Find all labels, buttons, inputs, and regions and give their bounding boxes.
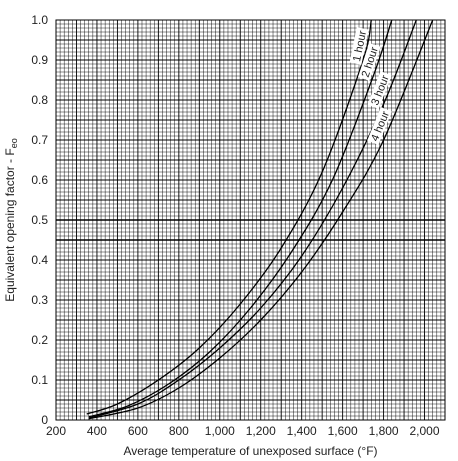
x-tick-label: 2,000 (410, 424, 440, 438)
y-tick-label: 0.1 (31, 373, 48, 387)
series-label-background (349, 27, 369, 65)
series-label-background (367, 107, 392, 145)
series-line-1-hour (86, 19, 372, 415)
y-tick-label: 0.4 (31, 253, 48, 267)
y-tick-label: 0.3 (31, 293, 48, 307)
y-tick-label: 0.2 (31, 333, 48, 347)
y-tick-label: 0 (41, 413, 48, 427)
series-label-background (357, 42, 381, 81)
x-tick-label: 1,000 (205, 424, 235, 438)
y-axis-label: Equivalent opening factor - Feo (3, 138, 19, 301)
x-tick-label: 400 (87, 424, 107, 438)
y-axis-label-subscript: eo (9, 138, 19, 148)
series-label-background (367, 71, 392, 109)
series-line-4-hour (88, 19, 434, 420)
plot-area-frame (55, 19, 446, 421)
y-tick-label: 0.8 (31, 93, 48, 107)
y-axis-label-main: Equivalent opening factor - F (3, 148, 17, 301)
x-tick-label: 1,400 (287, 424, 317, 438)
x-tick-label: 1,600 (328, 424, 358, 438)
x-tick-label: 200 (46, 424, 66, 438)
x-tick-label: 1,200 (246, 424, 276, 438)
series-line-2-hour (88, 19, 393, 418)
x-tick-label: 800 (169, 424, 189, 438)
x-axis-label: Average temperature of unexposed surface… (123, 444, 377, 458)
y-tick-label: 0.6 (31, 173, 48, 187)
y-tick-label: 0.7 (31, 133, 48, 147)
x-tick-label: 600 (128, 424, 148, 438)
y-tick-label: 0.9 (31, 53, 48, 67)
x-axis-ticks: 200 400 600 800 1,000 1,200 1,400 1,600 1,800 2,0… (46, 424, 440, 438)
y-tick-label: 1.0 (31, 13, 48, 27)
series-label-4-hour: 4 hour (369, 109, 392, 143)
y-axis-ticks: 0 0.1 0.2 0.3 0.4 0.5 0.6 0.7 0.8 0.9 1.0 (31, 13, 48, 427)
y-tick-label: 0.5 (31, 213, 48, 227)
x-tick-label: 1,800 (369, 424, 399, 438)
